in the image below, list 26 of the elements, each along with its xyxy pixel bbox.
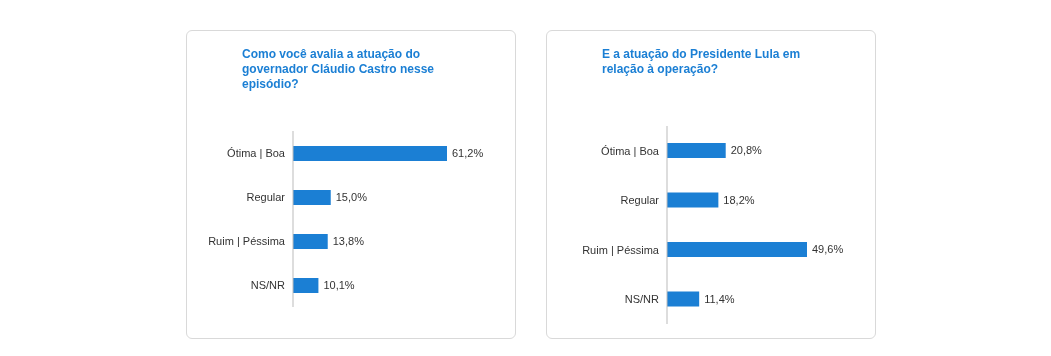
bar: [667, 242, 807, 257]
data-label: 15,0%: [335, 191, 368, 204]
y-tick-label: NS/NR: [624, 293, 660, 306]
bar: [293, 190, 331, 205]
data-label: 20,8%: [730, 144, 763, 157]
y-tick-label: Regular: [620, 194, 660, 207]
y-tick-label: Ruim | Péssima: [582, 243, 660, 256]
chart-title: Como você avalia a atuação do governador Cláudio Castro nesse episódio?: [242, 47, 436, 92]
bar: [667, 192, 719, 208]
data-label: 13,8%: [332, 235, 365, 248]
bar: [667, 143, 726, 158]
chart-title: E a atuação do Presidente Lula em relação à operação?: [602, 47, 802, 77]
y-tick-label: Regular: [246, 190, 286, 203]
y-tick-label: Ótima | Boa: [227, 146, 286, 159]
data-label: 11,4%: [704, 292, 735, 305]
bar: [293, 234, 328, 249]
y-tick-label: Ruim | Péssima: [208, 234, 286, 247]
bar: [293, 278, 319, 293]
y-tick-label: NS/NR: [250, 278, 286, 291]
data-label: 61,2%: [452, 147, 484, 160]
data-label: 10,1%: [323, 279, 355, 292]
y-tick-label: Ótima | Boa: [601, 144, 660, 157]
bar: [293, 146, 447, 161]
data-label: 49,6%: [812, 243, 844, 256]
bar: [667, 291, 700, 307]
data-label: 18,2%: [723, 193, 755, 206]
